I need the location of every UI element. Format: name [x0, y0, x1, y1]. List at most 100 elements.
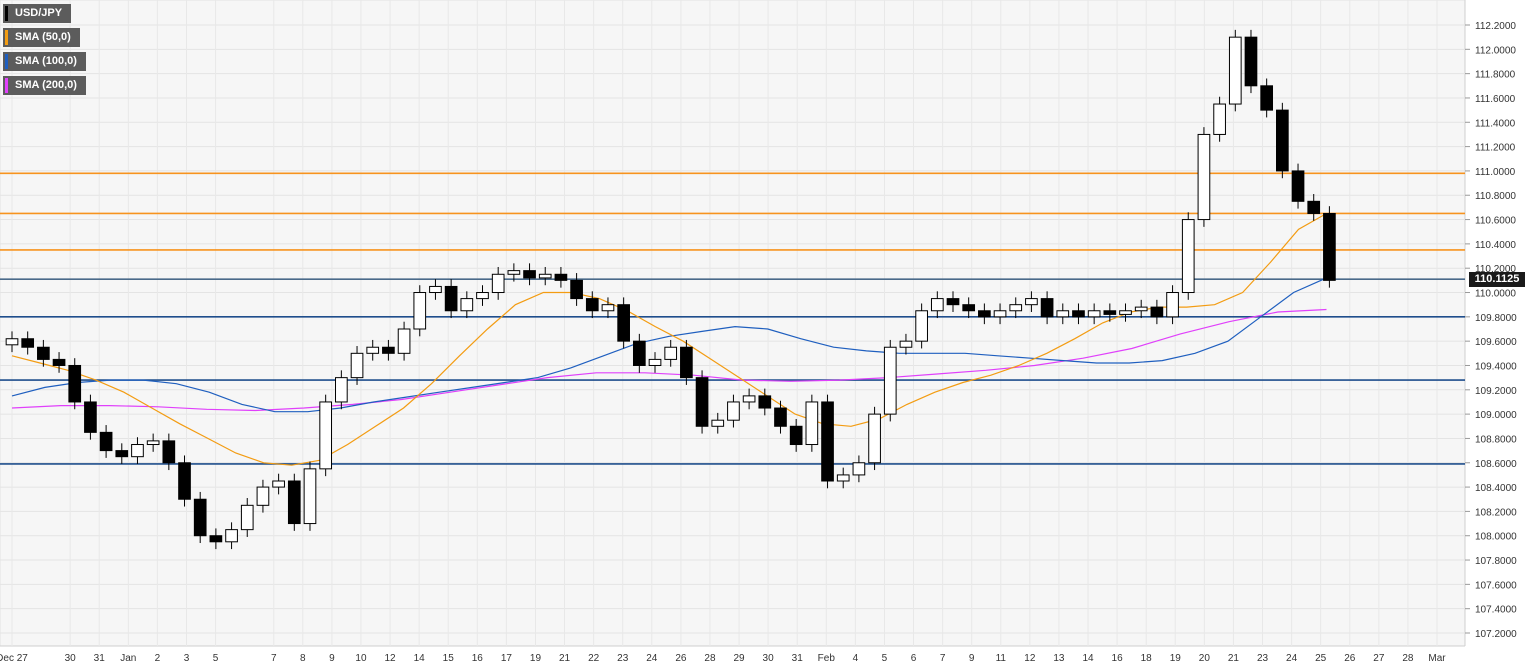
sma-50-line[interactable]: [11, 212, 1327, 466]
candle-body[interactable]: [178, 462, 191, 500]
candle-body[interactable]: [601, 304, 615, 312]
candle-body[interactable]: [538, 273, 552, 279]
candle-body[interactable]: [523, 270, 536, 279]
candle-body[interactable]: [805, 401, 819, 446]
candle-body[interactable]: [1291, 170, 1305, 202]
candle-body[interactable]: [1181, 219, 1195, 294]
candle-body[interactable]: [429, 285, 442, 294]
candle-body[interactable]: [946, 298, 960, 306]
candle-body[interactable]: [1244, 36, 1258, 87]
candle-body[interactable]: [1087, 310, 1101, 318]
candle-body[interactable]: [1228, 36, 1242, 105]
candle-body[interactable]: [868, 413, 881, 464]
candle-body[interactable]: [1056, 310, 1070, 318]
candle-body[interactable]: [1213, 103, 1226, 135]
candle-body[interactable]: [1072, 310, 1085, 318]
x-tick-label: 7: [271, 653, 277, 664]
candle-body[interactable]: [366, 346, 380, 354]
candle-body[interactable]: [303, 468, 317, 525]
candle-body[interactable]: [335, 377, 348, 403]
candle-body[interactable]: [1166, 292, 1179, 318]
candle-body[interactable]: [21, 338, 35, 348]
candle-body[interactable]: [632, 340, 646, 366]
candle-body[interactable]: [1307, 200, 1321, 214]
candle-body[interactable]: [256, 486, 270, 506]
candle-body[interactable]: [225, 529, 238, 543]
candle-body[interactable]: [993, 310, 1007, 318]
candle-body[interactable]: [209, 535, 223, 543]
x-tick-label: 4: [853, 653, 859, 664]
candle-body[interactable]: [146, 440, 160, 446]
candle-body[interactable]: [1260, 85, 1274, 111]
candle-body[interactable]: [899, 340, 913, 348]
candle-body[interactable]: [617, 304, 630, 342]
candle-body[interactable]: [1323, 212, 1336, 281]
sma-100-line[interactable]: [11, 277, 1327, 413]
candle-body[interactable]: [287, 480, 301, 525]
candle-body[interactable]: [930, 298, 944, 312]
candle-body[interactable]: [476, 292, 489, 300]
candle-body[interactable]: [1150, 306, 1164, 318]
candle-body[interactable]: [1040, 298, 1054, 318]
legend-item-sma100[interactable]: SMA (100,0): [3, 52, 86, 71]
candle-body[interactable]: [711, 419, 725, 427]
candle-body[interactable]: [727, 401, 740, 421]
candle-body[interactable]: [5, 338, 19, 346]
candle-body[interactable]: [1025, 298, 1038, 306]
candle-body[interactable]: [852, 462, 866, 476]
candle-body[interactable]: [68, 364, 82, 403]
candle-body[interactable]: [883, 346, 897, 415]
candle-body[interactable]: [915, 310, 928, 342]
x-tick-label: 27: [1373, 653, 1385, 664]
candle-body[interactable]: [554, 273, 568, 281]
candle-body[interactable]: [836, 474, 850, 482]
candle-body[interactable]: [319, 401, 333, 470]
legend-item-sma50[interactable]: SMA (50,0): [3, 28, 80, 47]
candle-body[interactable]: [1009, 304, 1023, 312]
candle-body[interactable]: [444, 285, 458, 312]
y-tick-label: 109.8000: [1475, 313, 1517, 324]
candle-body[interactable]: [789, 425, 803, 446]
candle-body[interactable]: [680, 346, 693, 379]
candle-body[interactable]: [507, 270, 521, 275]
candle-body[interactable]: [37, 346, 50, 360]
candle-body[interactable]: [99, 431, 113, 452]
candle-body[interactable]: [758, 395, 772, 409]
candle-body[interactable]: [742, 395, 756, 403]
candle-body[interactable]: [1103, 310, 1117, 315]
candle-body[interactable]: [240, 504, 254, 531]
candle-body[interactable]: [115, 450, 129, 458]
candle-body[interactable]: [585, 298, 599, 312]
candle-body[interactable]: [978, 310, 991, 318]
candle-body[interactable]: [193, 498, 207, 537]
candle-body[interactable]: [382, 346, 395, 354]
candle-body[interactable]: [962, 304, 976, 312]
legend-item-usdjpy[interactable]: USD/JPY: [3, 4, 72, 23]
candle-body[interactable]: [1134, 306, 1148, 312]
candle-body[interactable]: [272, 480, 285, 488]
candle-body[interactable]: [52, 358, 66, 366]
candle-body[interactable]: [413, 292, 427, 330]
candle-body[interactable]: [162, 440, 176, 464]
candle-body[interactable]: [84, 401, 97, 433]
candle-body[interactable]: [648, 358, 662, 366]
candle-body[interactable]: [397, 328, 411, 354]
candle-body[interactable]: [350, 352, 364, 379]
candle-body[interactable]: [460, 298, 474, 312]
candle-body[interactable]: [821, 401, 834, 482]
candle-body[interactable]: [1276, 109, 1289, 172]
sma-200-line[interactable]: [11, 308, 1327, 412]
legend-item-sma200[interactable]: SMA (200,0): [3, 76, 86, 95]
plot-area[interactable]: [0, 0, 1466, 647]
x-tick-label: 9: [969, 653, 975, 664]
candle-body[interactable]: [695, 377, 709, 427]
x-tick-label: 15: [443, 653, 455, 664]
candle-body[interactable]: [664, 346, 678, 360]
candle-body[interactable]: [774, 407, 787, 427]
candle-body[interactable]: [1119, 310, 1132, 315]
candle-body[interactable]: [570, 279, 583, 300]
candle-body[interactable]: [1197, 133, 1211, 221]
candle-body[interactable]: [131, 444, 144, 458]
candle-body[interactable]: [491, 273, 505, 294]
